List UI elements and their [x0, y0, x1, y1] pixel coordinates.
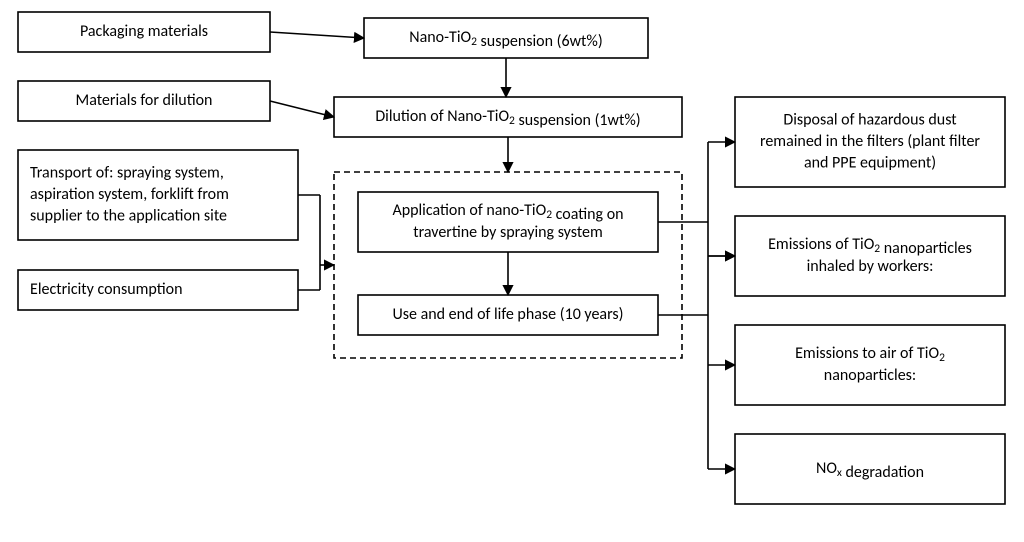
node-disposal-label: Disposal of hazardous dust [783, 110, 957, 129]
node-disposal-label: remained in the filters (plant filter [760, 132, 980, 151]
node-emis_air-label: Emissions to air of TiO2 [795, 344, 945, 365]
node-emis_air-label: nanoparticles: [824, 366, 916, 385]
flowchart-canvas: Packaging materials Materials for dilutio… [0, 0, 1024, 542]
node-transport-label: supplier to the application site [30, 206, 227, 225]
node-application: Application of nano-TiO2 coating ontrave… [358, 192, 658, 252]
node-inhaled-label: inhaled by workers: [807, 257, 934, 276]
node-suspension: Nano-TiO2 suspension (6wt%) [364, 18, 648, 58]
node-packaging-label: Packaging materials [80, 22, 208, 41]
node-disposal: Disposal of hazardous dust remained in th… [735, 97, 1005, 187]
node-usephase-label: Use and end of life phase (10 years) [392, 305, 623, 324]
node-packaging: Packaging materials [18, 12, 270, 52]
node-transport: Transport of: spraying system, aspiration… [18, 150, 298, 240]
node-inhaled: Emissions of TiO2 nanoparticlesinhaled b… [735, 216, 1005, 296]
node-application-label: travertine by spraying system [413, 223, 603, 242]
node-disposal-label: and PPE equipment) [804, 153, 936, 172]
node-usephase: Use and end of life phase (10 years) [358, 295, 658, 335]
node-electricity: Electricity consumption [18, 270, 298, 310]
node-dilution_mat: Materials for dilution [18, 81, 270, 121]
node-emis_air: Emissions to air of TiO2nanoparticles: [735, 325, 1005, 405]
edge [270, 32, 364, 38]
node-dilution: Dilution of Nano-TiO2 suspension (1wt%) [334, 97, 682, 137]
node-transport-label: Transport of: spraying system, [30, 163, 224, 182]
node-dilution_mat-label: Materials for dilution [76, 91, 213, 110]
edge [270, 101, 334, 117]
node-nox: NOx degradation [735, 434, 1005, 504]
node-electricity-label: Electricity consumption [30, 280, 183, 299]
node-transport-label: aspiration system, forklift from [30, 185, 229, 204]
